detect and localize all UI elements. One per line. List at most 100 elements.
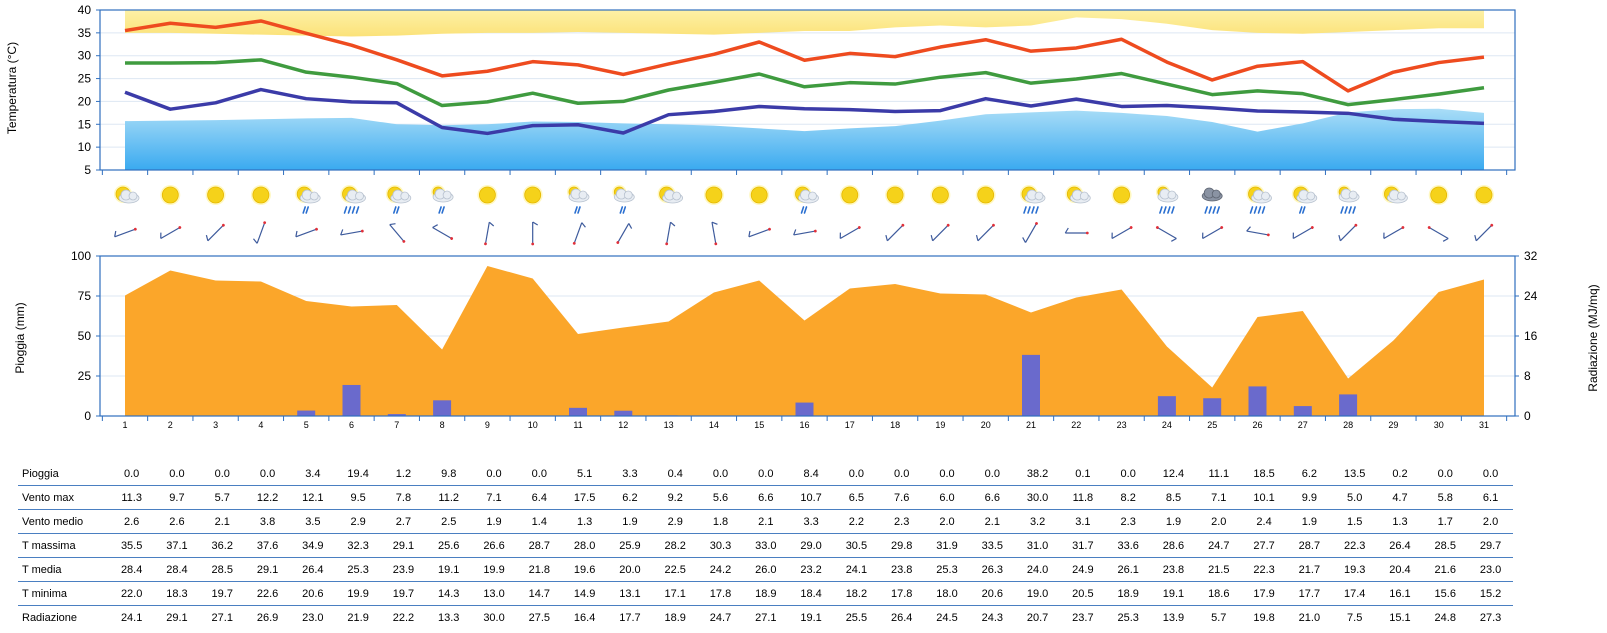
sun-cloud-rain-icon [1291,185,1318,214]
table-cell: 24.3 [981,611,1003,624]
x-tick-label: 30 [1434,420,1444,430]
sun-icon [930,185,951,205]
x-tick-label: 31 [1479,420,1489,430]
table-cell: 9.8 [426,462,472,486]
wind-barb-icon [114,227,137,238]
table-cell: 20.5 [1060,581,1106,606]
x-tick-label: 6 [349,420,354,430]
table-cell: 25.9 [607,533,653,558]
table-cell: 10.7 [788,485,834,510]
row-label: Vento medio [18,509,109,534]
table-cell: 3.3 [788,509,834,534]
table-row: Vento medio 2.6 2.6 2.1 3.8 3.5 2.9 2.7 2.5 1.9 1.… [18,509,1514,534]
table-cell: 24.7 [709,611,732,624]
table-row: T minima 22.0 18.3 19.7 22.6 20.6 19.9 19.7 14.3… [18,581,1514,606]
table-cell: 18.6 [1196,581,1242,606]
wind-barb-icon [1338,223,1358,242]
table-cell: 3.3 [607,462,653,486]
table-row: Radiazione 24.1 29.1 27.1 26.9 23.0 21.9 22.2 13… [18,606,1513,630]
x-tick-label: 8 [440,420,445,430]
table-cell: 2.6 [154,509,200,534]
table-cell: 7.5 [1347,611,1363,624]
sun-cloud-icon [114,185,140,204]
sun-icon [703,185,724,205]
table-cell: 31.0 [1014,533,1061,558]
t-max-line [124,19,1485,93]
table-row: T massima 35.5 37.1 36.2 37.6 34.9 32.3 29.1 25.… [18,533,1514,558]
wind-barb-icon [748,227,771,238]
table-cell: 17.5 [561,485,608,510]
table-cell: 14.9 [561,581,608,606]
table-cell: 0.0 [199,462,245,486]
table-cell: 20.7 [1026,611,1049,624]
table-cell: 15.1 [1389,611,1411,624]
table-cell: 21.6 [1422,557,1468,582]
table-cell: 2.6 [109,509,155,534]
table-cell: 20.0 [607,557,653,582]
table-cell: 0.0 [1422,462,1468,486]
table-cell: 4.7 [1377,485,1423,510]
x-tick-label: 13 [664,420,674,430]
table-cell: 0.0 [879,462,925,486]
y-tick-label: 0 [84,409,91,423]
table-cell: 1.9 [1286,509,1333,534]
temperature-lines [124,19,1485,136]
table-cell: 30.3 [697,533,744,558]
x-tick-label: 10 [528,420,538,430]
table-cell: 2.4 [1241,509,1287,534]
table-cell: 1.3 [561,509,608,534]
table-cell: 29.1 [244,557,291,582]
table-cell: 25.6 [426,533,472,558]
sun-icon [1111,185,1132,205]
table-cell: 7.6 [879,485,925,510]
table-cell: 28.6 [1150,533,1197,558]
table-cell: 31.9 [924,533,970,558]
y-tick-label: 35 [78,26,92,40]
table-cell: 13.0 [471,581,517,606]
sun-icon [839,185,860,205]
table-cell: 23.7 [1072,611,1094,624]
wind-barb-icon [930,223,950,242]
y-tick-label: 75 [78,289,92,303]
table-cell: 2.0 [1196,509,1242,534]
table-cell: 24.7 [1196,533,1242,558]
table-cell: 21.9 [347,611,369,624]
table-cell: 0.0 [969,462,1015,486]
y-tick-label: 20 [78,94,92,108]
x-tick-label: 17 [845,420,855,430]
table-cell: 24.1 [833,557,880,582]
table-cell: 5.7 [1211,611,1227,624]
table-cell: 5.8 [1422,485,1468,510]
sun-icon [975,185,996,205]
table-cell: 22.3 [1332,533,1378,558]
rain-bar [614,410,633,416]
table-cell: 19.1 [426,557,472,582]
rain-bar [342,384,361,416]
table-cell: 17.8 [879,581,925,606]
table-cell: 24.5 [936,611,958,624]
y-tick-label: 50 [78,329,92,343]
table-cell: 0.0 [924,462,970,486]
table-cell: 2.9 [335,509,381,534]
table-cell: 12.4 [1150,462,1197,486]
table-cell: 1.2 [380,462,427,486]
wind-barb-icon [885,223,905,242]
table-row: T media 28.4 28.4 28.5 29.1 26.4 25.3 23.9 19.1 1… [18,557,1514,582]
table-cell: 19.3 [1332,557,1378,582]
table-cell: 26.6 [471,533,517,558]
table-cell: 18.0 [924,581,970,606]
table-cell: 2.0 [924,509,970,534]
table-cell: 20.4 [1377,557,1423,582]
table-cell: 26.0 [743,557,789,582]
y2-tick-label: 16 [1524,329,1538,343]
rain-bar [1157,396,1176,416]
wind-barb-icon [160,226,182,240]
wind-barb-icon [665,221,676,246]
weather-icons-row [114,185,1494,214]
table-cell: 18.9 [743,581,789,606]
table-cell: 23.0 [1467,557,1514,582]
table-cell: 6.2 [1286,462,1333,486]
wind-barb-icon [1292,226,1314,240]
